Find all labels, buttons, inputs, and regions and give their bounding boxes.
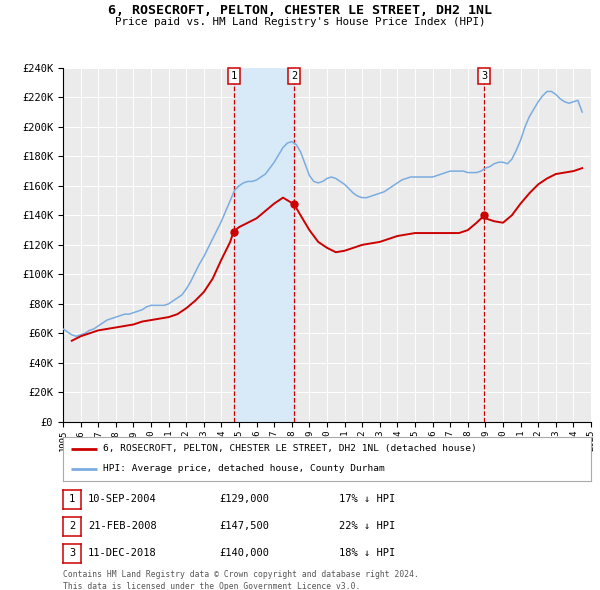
Text: 2: 2 xyxy=(291,71,297,81)
Text: 17% ↓ HPI: 17% ↓ HPI xyxy=(339,494,395,504)
Text: 21-FEB-2008: 21-FEB-2008 xyxy=(88,522,157,531)
Text: This data is licensed under the Open Government Licence v3.0.: This data is licensed under the Open Gov… xyxy=(63,582,361,590)
Text: 22% ↓ HPI: 22% ↓ HPI xyxy=(339,522,395,531)
Text: Price paid vs. HM Land Registry's House Price Index (HPI): Price paid vs. HM Land Registry's House … xyxy=(115,17,485,27)
Text: 3: 3 xyxy=(481,71,487,81)
Text: 1: 1 xyxy=(69,494,75,504)
Text: 6, ROSECROFT, PELTON, CHESTER LE STREET, DH2 1NL: 6, ROSECROFT, PELTON, CHESTER LE STREET,… xyxy=(108,4,492,17)
Text: £140,000: £140,000 xyxy=(219,549,269,558)
Text: Contains HM Land Registry data © Crown copyright and database right 2024.: Contains HM Land Registry data © Crown c… xyxy=(63,570,419,579)
Text: HPI: Average price, detached house, County Durham: HPI: Average price, detached house, Coun… xyxy=(103,464,385,473)
Text: 18% ↓ HPI: 18% ↓ HPI xyxy=(339,549,395,558)
Text: 11-DEC-2018: 11-DEC-2018 xyxy=(88,549,157,558)
Text: 6, ROSECROFT, PELTON, CHESTER LE STREET, DH2 1NL (detached house): 6, ROSECROFT, PELTON, CHESTER LE STREET,… xyxy=(103,444,476,453)
Text: 1: 1 xyxy=(230,71,236,81)
Text: 10-SEP-2004: 10-SEP-2004 xyxy=(88,494,157,504)
Text: £147,500: £147,500 xyxy=(219,522,269,531)
Bar xyxy=(233,68,294,422)
Text: £129,000: £129,000 xyxy=(219,494,269,504)
Text: 3: 3 xyxy=(69,549,75,558)
Text: 2: 2 xyxy=(69,522,75,531)
